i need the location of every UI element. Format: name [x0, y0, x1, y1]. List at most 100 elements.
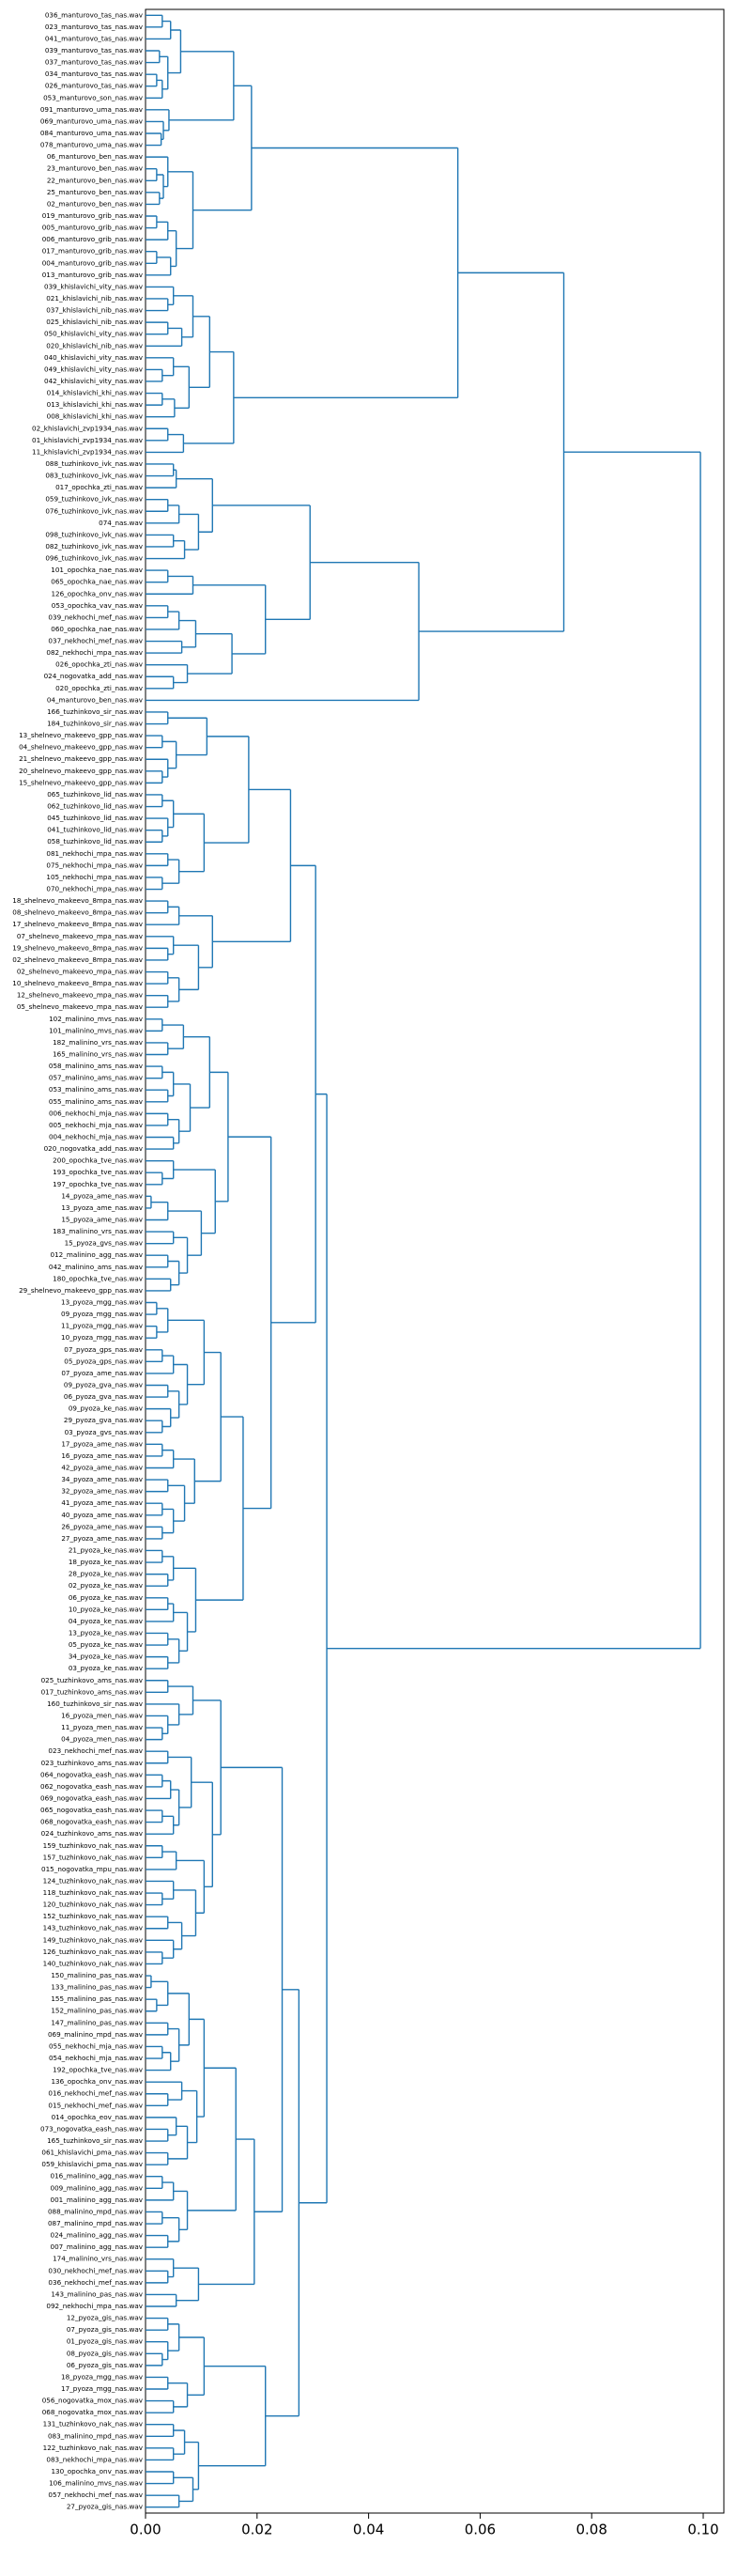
leaf-label: 07_pyoza_ame_nas.wav: [61, 1369, 143, 1377]
leaf-label: 10_pyoza_mgg_nas.wav: [61, 1333, 144, 1342]
dendrogram-link: [419, 272, 565, 632]
dendrogram-link: [146, 504, 180, 524]
dendrogram-link: [167, 717, 208, 756]
leaf-label: 02_manturovo_ben_nas.wav: [47, 199, 144, 208]
dendrogram-link: [233, 147, 459, 398]
dendrogram-link: [146, 1479, 169, 1493]
leaf-label: 075_nekhochi_mpa_nas.wav: [46, 861, 143, 869]
dendrogram-link: [146, 2399, 175, 2413]
dendrogram-link: [178, 2336, 206, 2396]
leaf-label: 056_nogovatka_mox_nas.wav: [42, 2397, 144, 2405]
dendrogram-link: [167, 230, 177, 268]
leaf-label: 42_pyoza_ame_nas.wav: [61, 1463, 143, 1471]
dendrogram-link: [146, 2352, 163, 2367]
dendrogram-link: [161, 1556, 175, 1581]
leaf-label: 065_opochka_nae_nas.wav: [51, 578, 143, 586]
leaf-label: 07_pyoza_gis_nas.wav: [67, 2325, 144, 2334]
dendrogram-link: [146, 569, 169, 583]
dendrogram-link: [146, 1089, 169, 1103]
leaf-label: 106_malinino_mvs_nas.wav: [49, 2479, 144, 2488]
dendrogram-link: [192, 85, 253, 211]
leaf-label: 020_opochka_zti_nas.wav: [55, 684, 144, 692]
dendrogram-link: [173, 1889, 197, 1937]
leaf-label: 021_khislavichi_nib_nas.wav: [46, 294, 144, 303]
leaf-label: 08_shelnevo_makeevo_8mpa_nas.wav: [12, 908, 143, 917]
leaf-label: 024_malinino_agg_nas.wav: [51, 2231, 144, 2240]
dendrogram-link: [173, 813, 206, 873]
dendrogram-link: [146, 1549, 163, 1563]
leaf-label: 02_pyoza_ke_nas.wav: [69, 1581, 144, 1590]
leaf-label: 101_malinino_mvs_nas.wav: [49, 1026, 144, 1034]
dendrogram-link: [146, 947, 169, 961]
leaf-label: 09_pyoza_gva_nas.wav: [64, 1380, 144, 1389]
leaf-label: 082_tuzhinkovo_ivk_nas.wav: [45, 542, 143, 551]
dendrogram-link: [146, 640, 183, 654]
leaf-label: 06_pyoza_gis_nas.wav: [67, 2361, 144, 2369]
leaf-label: 03_pyoza_ke_nas.wav: [69, 1664, 144, 1672]
leaf-label: 15_shelnevo_makeevo_gpp_nas.wav: [19, 778, 144, 786]
leaf-label: 147_malinino_pas_nas.wav: [51, 2018, 143, 2026]
dendrogram-link: [183, 350, 235, 444]
dendrogram-link: [146, 1325, 158, 1339]
leaf-label: 023_tuzhinkovo_ams_nas.wav: [41, 1759, 144, 1767]
leaf-label: 024_tuzhinkovo_ams_nas.wav: [41, 1829, 144, 1838]
dendrogram-link: [173, 2429, 186, 2455]
dendrogram-link: [167, 2125, 189, 2160]
leaf-label: 28_pyoza_ke_nas.wav: [69, 1570, 144, 1578]
leaf-label: 023_manturovo_tas_nas.wav: [45, 23, 144, 31]
dendrogram-link: [167, 1210, 203, 1256]
leaf-label: 19_shelnevo_makeevo_8mpa_nas.wav: [12, 943, 143, 952]
leaf-label: 20_shelnevo_makeevo_gpp_nas.wav: [19, 767, 144, 775]
leaf-label: 014_khislavichi_khi_nas.wav: [47, 389, 144, 397]
dendrogram-link: [146, 256, 172, 276]
leaf-label: 025_tuzhinkovo_ams_nas.wav: [41, 1676, 144, 1684]
dendrogram-link: [204, 736, 250, 844]
dendrogram-link: [173, 1363, 189, 1405]
leaf-label: 133_malinino_pas_nas.wav: [51, 1983, 143, 1992]
leaf-label: 04_pyoza_men_nas.wav: [61, 1735, 144, 1744]
dendrogram-link: [198, 2138, 255, 2286]
leaf-label: 29_shelnevo_makeevo_gpp_nas.wav: [19, 1286, 144, 1295]
dendrogram-link: [212, 788, 292, 942]
leaf-label: 068_nogovatka_mox_nas.wav: [42, 2408, 144, 2416]
leaf-label: 025_khislavichi_nib_nas.wav: [46, 318, 144, 326]
dendrogram-link: [146, 327, 183, 347]
leaf-label: 012_malinino_agg_nas.wav: [51, 1250, 144, 1259]
leaf-label: 081_nekhochi_mpa_nas.wav: [46, 849, 143, 858]
leaf-label: 159_tuzhinkovo_nak_nas.wav: [43, 1841, 144, 1850]
dendrogram-link: [167, 1685, 194, 1715]
dendrogram-link: [146, 611, 180, 630]
dendrogram-link: [146, 132, 162, 147]
dendrogram-link: [167, 171, 194, 250]
dendrogram-link: [146, 1231, 175, 1245]
leaf-label: 001_malinino_agg_nas.wav: [51, 2196, 144, 2204]
dendrogram-link: [146, 168, 158, 181]
dendrogram-link: [161, 799, 175, 829]
leaf-label: 091_manturovo_uma_nas.wav: [40, 105, 144, 114]
leaf-label: 065_nogovatka_eash_nas.wav: [40, 1806, 144, 1814]
dendrogram-link: [161, 859, 180, 884]
leaf-label: 143_malinino_pas_nas.wav: [51, 2289, 143, 2298]
leaf-label: 08_pyoza_gis_nas.wav: [67, 2349, 144, 2357]
leaf-label: 131_tuzhinkovo_nak_nas.wav: [43, 2420, 144, 2429]
leaf-label: 050_khislavichi_vity_nas.wav: [44, 330, 144, 338]
leaf-label: 069_manturovo_uma_nas.wav: [40, 116, 144, 125]
dendrogram-link: [167, 1921, 183, 1950]
dendrogram-link: [189, 2018, 206, 2118]
dendrogram-link: [227, 1136, 272, 1510]
leaf-label: 016_malinino_agg_nas.wav: [51, 2172, 144, 2180]
dendrogram-link: [146, 1892, 163, 1906]
dendrogram-link: [146, 73, 158, 87]
dendrogram-link: [146, 2176, 163, 2189]
leaf-label: 04_shelnevo_makeevo_gpp_nas.wav: [19, 743, 144, 752]
leaf-label: 030_nekhochi_mef_nas.wav: [48, 2266, 143, 2274]
dendrogram-link: [146, 539, 186, 560]
leaf-label: 092_nekhochi_mpa_nas.wav: [46, 2302, 143, 2310]
leaf-label: 040_khislavichi_vity_nas.wav: [44, 353, 144, 362]
leaf-label: 057_malinino_ams_nas.wav: [49, 1074, 144, 1082]
leaf-label: 11_khislavichi_zvp1934_nas.wav: [32, 447, 144, 456]
leaf-label: 143_tuzhinkovo_nak_nas.wav: [43, 1924, 144, 1932]
dendrogram-link: [146, 711, 169, 725]
dendrogram-link: [181, 2089, 198, 2144]
leaf-label: 083_malinino_mpd_nas.wav: [48, 2431, 144, 2440]
